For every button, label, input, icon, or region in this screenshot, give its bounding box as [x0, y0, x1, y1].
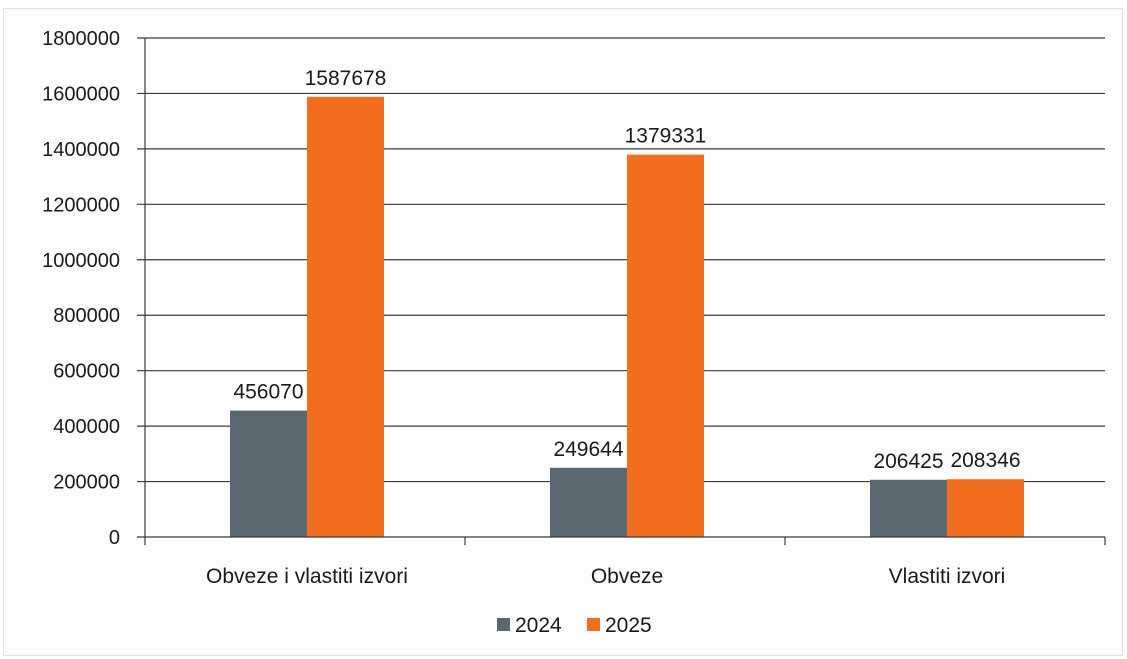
y-tick-label: 0: [109, 527, 120, 549]
legend: 2024 2025: [497, 614, 652, 637]
y-tick-label: 600000: [53, 361, 120, 383]
y-tick-label: 400000: [53, 416, 120, 438]
bar-2024-3: [870, 479, 947, 537]
category-label: Obveze: [591, 565, 663, 588]
data-labels: 456070 1587678 249644 1379331 206425 208346: [233, 67, 1020, 473]
legend-label-2025: 2025: [605, 614, 652, 637]
y-tick-label: 1000000: [42, 250, 120, 272]
category-label: Obveze i vlastiti izvori: [206, 565, 408, 588]
bar-2025-1: [307, 96, 384, 537]
y-tick-label: 800000: [53, 305, 120, 327]
bar-2024-1: [230, 410, 307, 537]
legend-swatch-2025: [587, 618, 600, 631]
data-label-2024-1: 456070: [233, 381, 303, 404]
y-tick-label: 200000: [53, 472, 120, 494]
data-label-2024-3: 206425: [873, 450, 943, 473]
y-tick-label: 1200000: [42, 194, 120, 216]
data-label-2025-2: 1379331: [625, 125, 707, 148]
axes: [137, 38, 1106, 545]
data-label-2025-1: 1587678: [305, 67, 387, 90]
legend-swatch-2024: [497, 618, 510, 631]
y-tick-label: 1600000: [42, 83, 120, 105]
bar-2025-3: [947, 479, 1024, 537]
x-axis-categories: Obveze i vlastiti izvori Obveze Vlastiti i…: [206, 565, 1005, 588]
chart-frame: [3, 8, 1123, 656]
bars: [230, 96, 1024, 538]
y-tick-label: 1800000: [42, 28, 120, 50]
bar-2024-2: [550, 467, 627, 537]
y-axis-ticks: 0 200000 400000 600000 800000 1000000 1200000 1…: [42, 28, 120, 549]
data-label-2024-2: 249644: [553, 438, 623, 461]
bar-2025-2: [627, 154, 704, 538]
data-label-2025-3: 208346: [950, 449, 1020, 472]
legend-label-2024: 2024: [515, 614, 562, 637]
y-tick-label: 1400000: [42, 139, 120, 161]
category-label: Vlastiti izvori: [889, 565, 1006, 588]
